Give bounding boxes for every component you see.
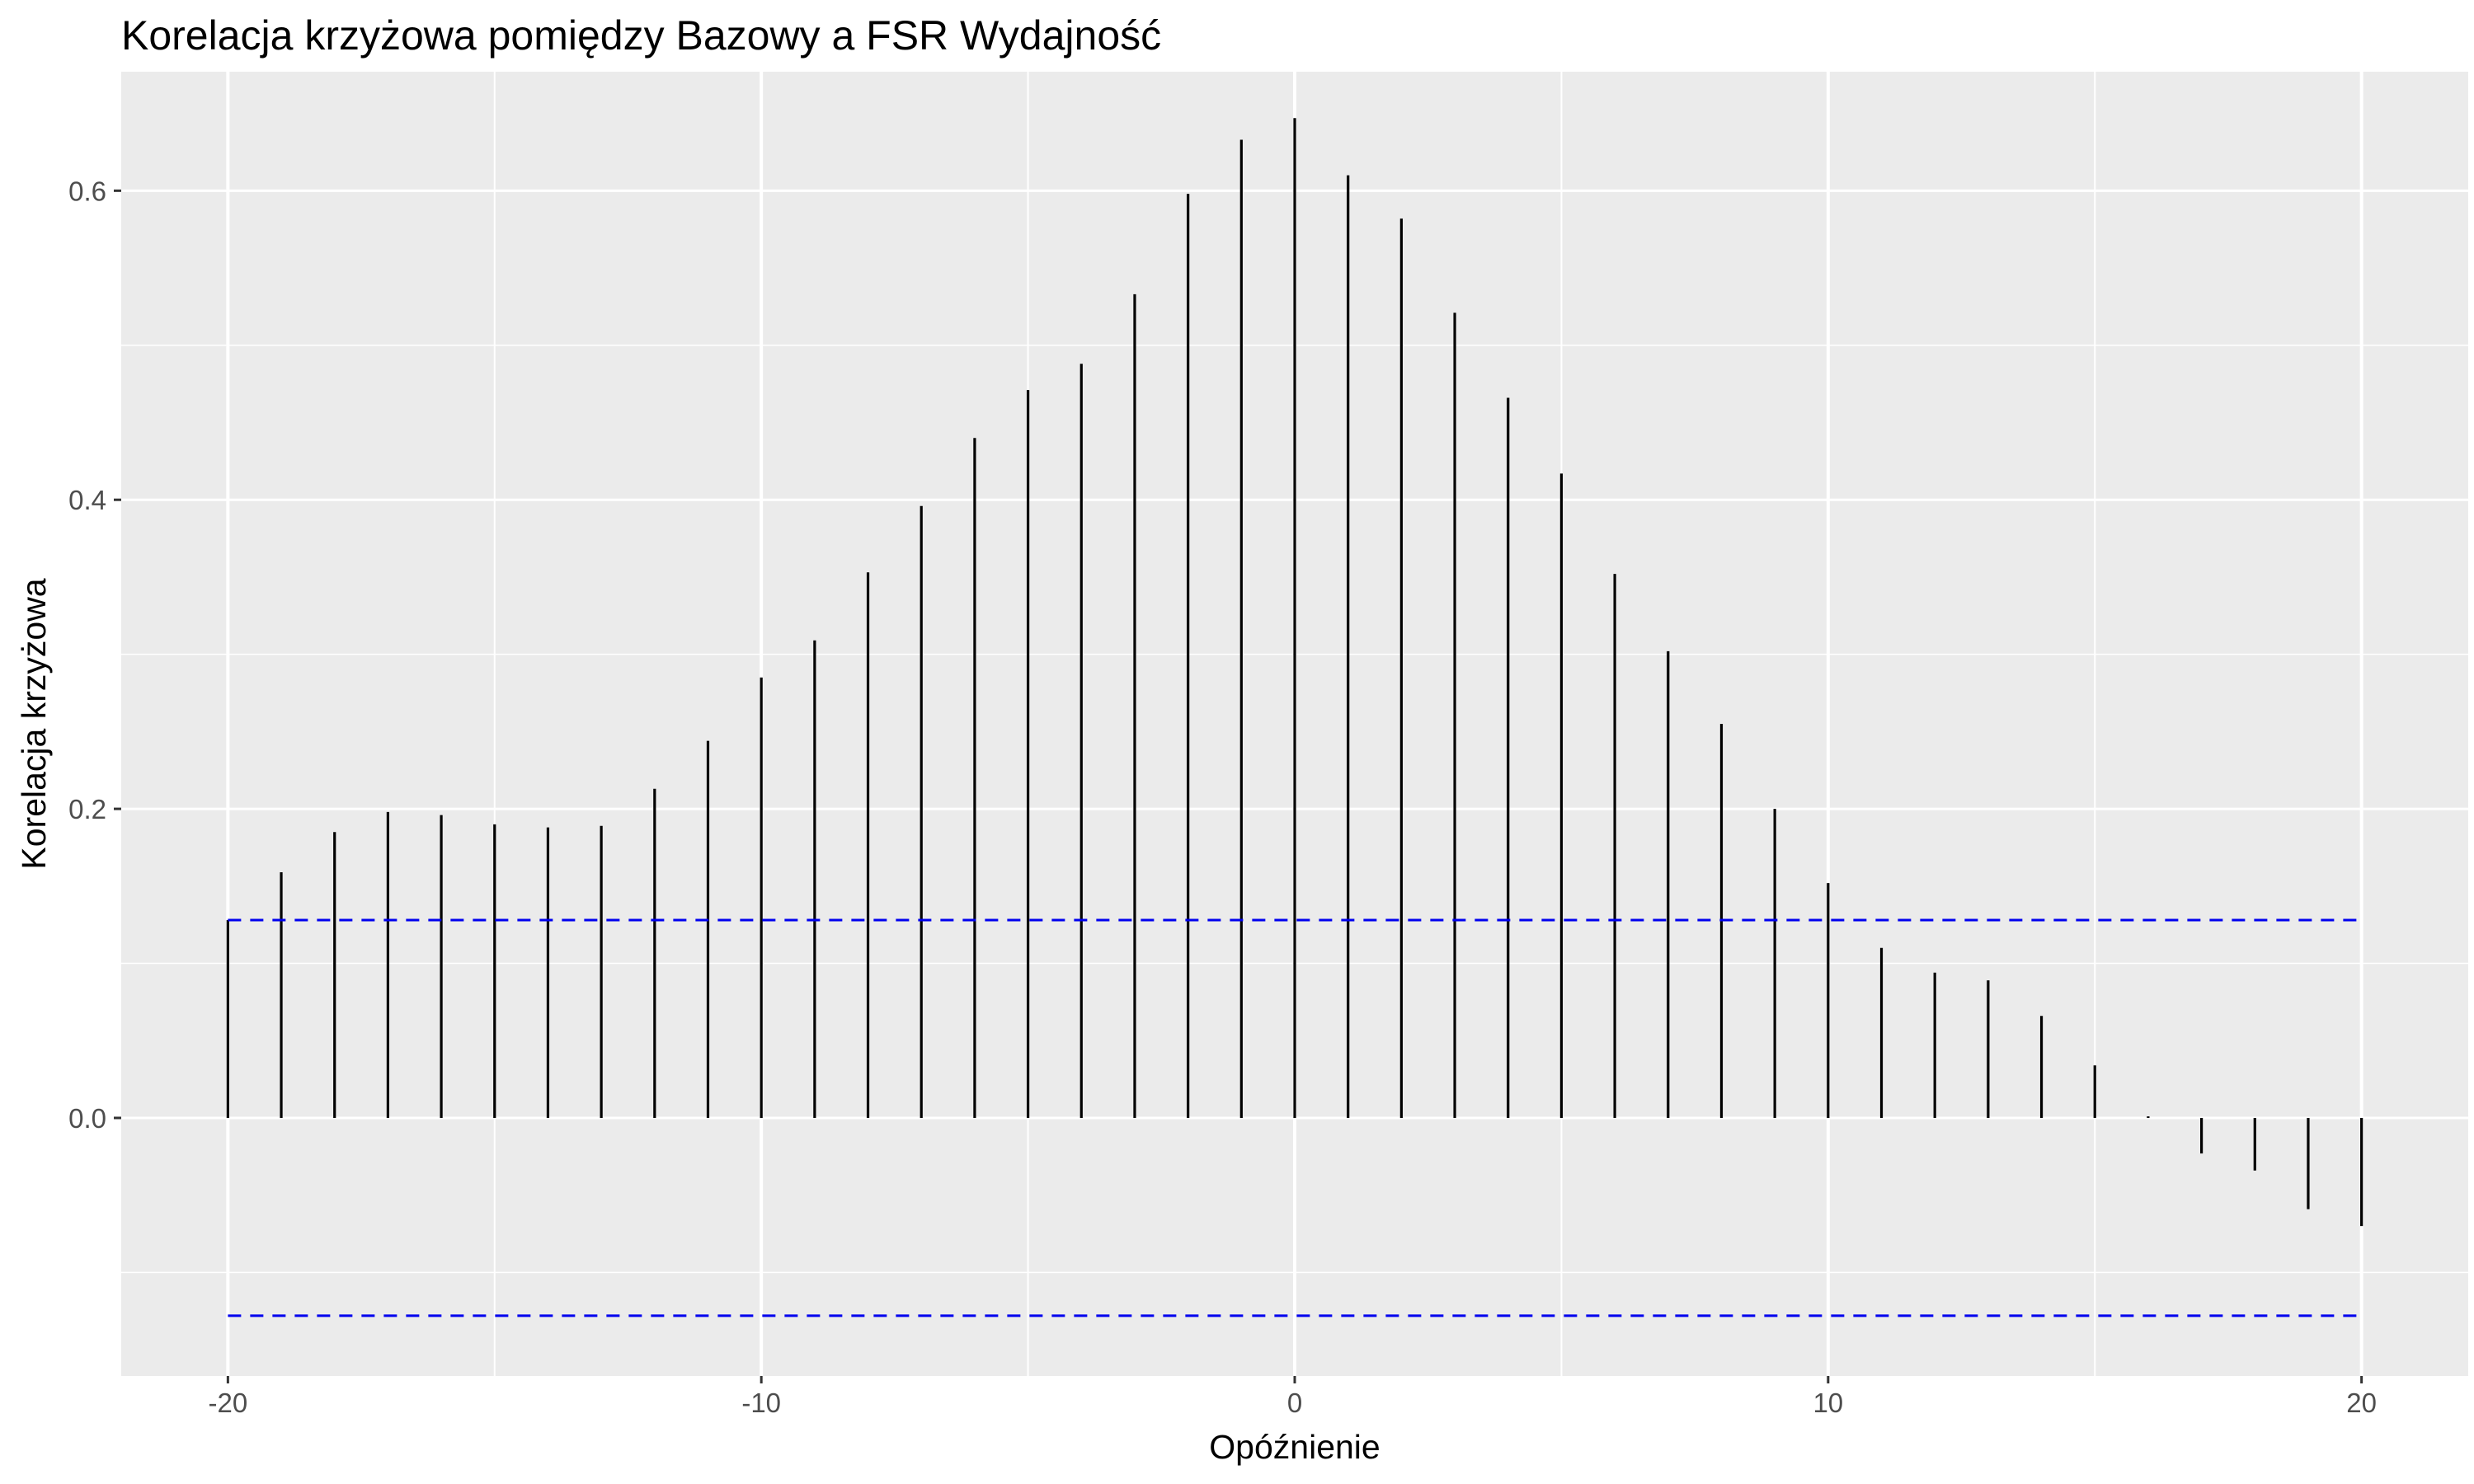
x-tick-label-1: -10 (741, 1388, 781, 1418)
y-tick-label-2: 0.4 (68, 485, 106, 515)
x-tick-label-3: 10 (1813, 1388, 1843, 1418)
y-axis-title: Korelacja krzyżowa (15, 578, 53, 869)
y-tick-label-1: 0.2 (68, 794, 106, 824)
correlation-bars (226, 118, 2363, 1227)
x-tick-label-2: 0 (1287, 1388, 1302, 1418)
y-tick-label-0: 0.0 (68, 1103, 106, 1134)
x-axis-title: Opóźnienie (1209, 1428, 1380, 1466)
x-tick-label-0: -20 (209, 1388, 248, 1418)
x-tick-label-4: 20 (2346, 1388, 2377, 1418)
chart-title: Korelacja krzyżowa pomiędzy Bazowy a FSR… (121, 12, 1161, 59)
y-tick-label-3: 0.6 (68, 176, 106, 206)
x-axis-ticks: -20 -10 0 10 20 (209, 1376, 2377, 1418)
y-axis-ticks: 0.0 0.2 0.4 0.6 (68, 176, 121, 1134)
